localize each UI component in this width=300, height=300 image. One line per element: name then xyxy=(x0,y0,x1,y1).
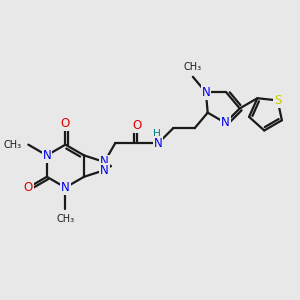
Text: N: N xyxy=(221,116,230,129)
Text: O: O xyxy=(132,119,141,132)
Text: CH₃: CH₃ xyxy=(56,214,74,224)
Text: N: N xyxy=(100,155,109,169)
Text: O: O xyxy=(61,117,70,130)
Text: H: H xyxy=(153,129,161,139)
Text: N: N xyxy=(61,181,70,194)
Text: N: N xyxy=(202,86,210,99)
Text: O: O xyxy=(24,181,33,194)
Text: CH₃: CH₃ xyxy=(3,140,21,150)
Text: CH₃: CH₃ xyxy=(184,62,202,72)
Text: S: S xyxy=(274,94,281,107)
Text: N: N xyxy=(100,164,109,177)
Text: N: N xyxy=(43,149,51,162)
Text: N: N xyxy=(154,137,162,150)
